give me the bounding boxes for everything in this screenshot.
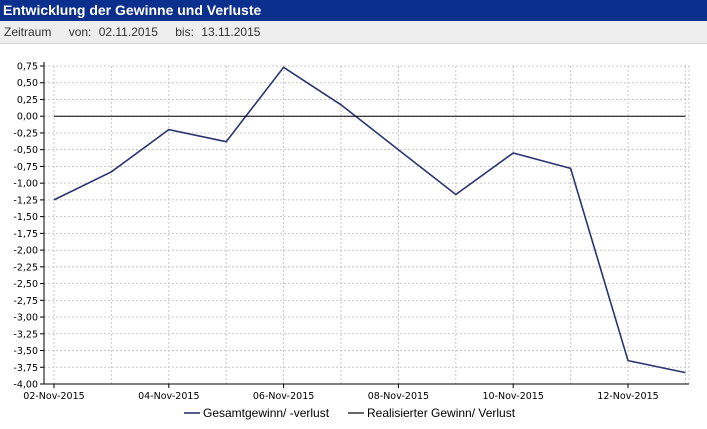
- line-chart: 0,75 0,50 0,25 0,00 -0,25 -0,50 -0,75 -1,00 -1,2…: [13, 62, 690, 420]
- period-label: Zeitraum: [4, 25, 52, 39]
- chart-grid: [44, 65, 690, 385]
- x-tick-label: 06-Nov-2015: [253, 391, 314, 402]
- y-tick-label: -0,25: [13, 128, 38, 139]
- y-tick-label: -3,00: [13, 313, 38, 324]
- x-tick-label: 10-Nov-2015: [482, 391, 543, 402]
- x-tick-label: 12-Nov-2015: [597, 391, 658, 402]
- x-tick-label: 02-Nov-2015: [23, 391, 84, 402]
- chart-axes: [40, 62, 689, 388]
- y-tick-label: -1,75: [13, 229, 38, 240]
- y-tick-label: -3,50: [13, 346, 38, 357]
- legend-item-total-label: Gesamtgewinn/ -verlust: [203, 406, 330, 420]
- y-tick-label: -4,00: [13, 380, 38, 391]
- y-tick-label: 0,00: [17, 112, 38, 123]
- chart-series: [53, 66, 686, 374]
- legend-item-realized-label: Realisierter Gewinn/ Verlust: [367, 406, 516, 420]
- y-tick-label: -1,50: [13, 212, 38, 223]
- period-from-value: 02.11.2015: [98, 25, 158, 39]
- x-tick-label: 04-Nov-2015: [138, 391, 199, 402]
- y-tick-label: -2,50: [13, 279, 38, 290]
- y-tick-label: -0,75: [13, 162, 38, 173]
- y-tick-label: -1,00: [13, 179, 38, 190]
- series-line-total: [53, 66, 686, 374]
- y-tick-label: -3,25: [13, 329, 38, 340]
- chart-title: Entwicklung der Gewinne und Verluste: [3, 2, 262, 18]
- y-axis-labels: 0,75 0,50 0,25 0,00 -0,25 -0,50 -0,75 -1,00 -1,2…: [13, 62, 38, 391]
- y-tick-label: -3,75: [13, 363, 38, 374]
- x-axis-labels: 02-Nov-2015 04-Nov-2015 06-Nov-2015 08-Nov-…: [23, 391, 658, 402]
- period-to-label: bis:: [175, 25, 194, 39]
- y-tick-label: 0,25: [17, 95, 38, 106]
- y-tick-label: 0,75: [17, 62, 38, 73]
- y-tick-label: -2,75: [13, 296, 38, 307]
- y-tick-label: -2,25: [13, 262, 38, 273]
- x-tick-label: 08-Nov-2015: [368, 391, 429, 402]
- y-tick-label: -2,00: [13, 246, 38, 257]
- chart-legend: Gesamtgewinn/ -verlust Realisierter Gewin…: [184, 406, 516, 420]
- period-to-value: 13.11.2015: [201, 25, 261, 39]
- period-from-label: von:: [68, 25, 92, 39]
- y-tick-label: -0,50: [13, 145, 38, 156]
- y-tick-label: 0,50: [17, 78, 38, 89]
- period-bar: Zeitraum von: 02.11.2015 bis: 13.11.2015: [0, 21, 707, 44]
- y-tick-label: -1,25: [13, 195, 38, 206]
- chart-title-bar: Entwicklung der Gewinne und Verluste: [0, 0, 707, 21]
